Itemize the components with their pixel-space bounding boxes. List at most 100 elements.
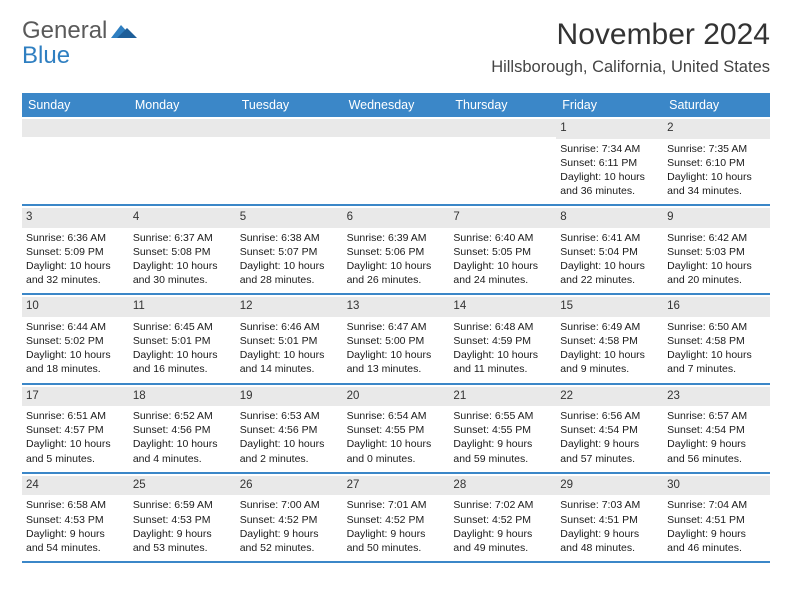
day-cell: 19Sunrise: 6:53 AMSunset: 4:56 PMDayligh… — [236, 385, 343, 472]
sunset-text: Sunset: 4:58 PM — [560, 334, 659, 348]
week-row: 3Sunrise: 6:36 AMSunset: 5:09 PMDaylight… — [22, 206, 770, 295]
daylight1-text: Daylight: 10 hours — [667, 259, 766, 273]
day-cell: 14Sunrise: 6:48 AMSunset: 4:59 PMDayligh… — [449, 295, 556, 382]
daylight1-text: Daylight: 10 hours — [667, 170, 766, 184]
day-number: 6 — [343, 208, 450, 228]
day-cell: 1Sunrise: 7:34 AMSunset: 6:11 PMDaylight… — [556, 117, 663, 204]
daylight2-text: and 4 minutes. — [133, 452, 232, 466]
day-cell: 9Sunrise: 6:42 AMSunset: 5:03 PMDaylight… — [663, 206, 770, 293]
daylight2-text: and 0 minutes. — [347, 452, 446, 466]
sunrise-text: Sunrise: 6:55 AM — [453, 409, 552, 423]
sunset-text: Sunset: 5:07 PM — [240, 245, 339, 259]
sunrise-text: Sunrise: 7:02 AM — [453, 498, 552, 512]
daylight1-text: Daylight: 10 hours — [133, 348, 232, 362]
day-cell — [22, 117, 129, 204]
sunset-text: Sunset: 4:55 PM — [347, 423, 446, 437]
day-cell: 20Sunrise: 6:54 AMSunset: 4:55 PMDayligh… — [343, 385, 450, 472]
daylight2-text: and 14 minutes. — [240, 362, 339, 376]
sunset-text: Sunset: 5:01 PM — [133, 334, 232, 348]
day-cell: 12Sunrise: 6:46 AMSunset: 5:01 PMDayligh… — [236, 295, 343, 382]
daylight1-text: Daylight: 9 hours — [26, 527, 125, 541]
day-cell: 16Sunrise: 6:50 AMSunset: 4:58 PMDayligh… — [663, 295, 770, 382]
sunrise-text: Sunrise: 6:42 AM — [667, 231, 766, 245]
daylight2-text: and 48 minutes. — [560, 541, 659, 555]
sunrise-text: Sunrise: 6:57 AM — [667, 409, 766, 423]
day-number — [449, 119, 556, 137]
daylight2-text: and 5 minutes. — [26, 452, 125, 466]
day-cell: 24Sunrise: 6:58 AMSunset: 4:53 PMDayligh… — [22, 474, 129, 561]
day-number: 15 — [556, 297, 663, 317]
day-cell — [129, 117, 236, 204]
day-number: 22 — [556, 387, 663, 407]
daylight2-text: and 34 minutes. — [667, 184, 766, 198]
daylight2-text: and 32 minutes. — [26, 273, 125, 287]
daylight2-text: and 56 minutes. — [667, 452, 766, 466]
sunrise-text: Sunrise: 6:59 AM — [133, 498, 232, 512]
day-cell: 5Sunrise: 6:38 AMSunset: 5:07 PMDaylight… — [236, 206, 343, 293]
dow-monday: Monday — [129, 93, 236, 117]
sunset-text: Sunset: 5:08 PM — [133, 245, 232, 259]
week-row: 10Sunrise: 6:44 AMSunset: 5:02 PMDayligh… — [22, 295, 770, 384]
day-number: 23 — [663, 387, 770, 407]
day-number: 3 — [22, 208, 129, 228]
daylight2-text: and 49 minutes. — [453, 541, 552, 555]
sunrise-text: Sunrise: 6:37 AM — [133, 231, 232, 245]
daylight2-text: and 22 minutes. — [560, 273, 659, 287]
sunrise-text: Sunrise: 7:01 AM — [347, 498, 446, 512]
location: Hillsborough, California, United States — [491, 58, 770, 77]
daylight2-text: and 11 minutes. — [453, 362, 552, 376]
daylight1-text: Daylight: 10 hours — [240, 348, 339, 362]
sunset-text: Sunset: 6:11 PM — [560, 156, 659, 170]
sunset-text: Sunset: 4:59 PM — [453, 334, 552, 348]
daylight1-text: Daylight: 10 hours — [347, 348, 446, 362]
daylight2-text: and 20 minutes. — [667, 273, 766, 287]
day-number: 27 — [343, 476, 450, 496]
day-number: 8 — [556, 208, 663, 228]
logo: General Blue — [22, 18, 137, 68]
day-cell: 17Sunrise: 6:51 AMSunset: 4:57 PMDayligh… — [22, 385, 129, 472]
day-number: 14 — [449, 297, 556, 317]
daylight1-text: Daylight: 9 hours — [133, 527, 232, 541]
day-cell: 21Sunrise: 6:55 AMSunset: 4:55 PMDayligh… — [449, 385, 556, 472]
day-number: 18 — [129, 387, 236, 407]
daylight2-text: and 54 minutes. — [26, 541, 125, 555]
sunset-text: Sunset: 6:10 PM — [667, 156, 766, 170]
day-cell: 6Sunrise: 6:39 AMSunset: 5:06 PMDaylight… — [343, 206, 450, 293]
sunset-text: Sunset: 4:54 PM — [560, 423, 659, 437]
day-cell: 27Sunrise: 7:01 AMSunset: 4:52 PMDayligh… — [343, 474, 450, 561]
day-number: 2 — [663, 119, 770, 139]
day-cell — [343, 117, 450, 204]
day-number: 12 — [236, 297, 343, 317]
daylight1-text: Daylight: 10 hours — [240, 437, 339, 451]
daylight1-text: Daylight: 10 hours — [560, 259, 659, 273]
daylight1-text: Daylight: 10 hours — [133, 437, 232, 451]
daylight2-text: and 53 minutes. — [133, 541, 232, 555]
sunrise-text: Sunrise: 6:44 AM — [26, 320, 125, 334]
day-number: 25 — [129, 476, 236, 496]
logo-line1: General — [22, 17, 107, 44]
daylight1-text: Daylight: 9 hours — [667, 437, 766, 451]
sunset-text: Sunset: 4:55 PM — [453, 423, 552, 437]
sunrise-text: Sunrise: 6:38 AM — [240, 231, 339, 245]
day-cell: 26Sunrise: 7:00 AMSunset: 4:52 PMDayligh… — [236, 474, 343, 561]
sunrise-text: Sunrise: 6:47 AM — [347, 320, 446, 334]
dow-friday: Friday — [556, 93, 663, 117]
sunrise-text: Sunrise: 6:58 AM — [26, 498, 125, 512]
daylight1-text: Daylight: 10 hours — [347, 437, 446, 451]
day-cell: 23Sunrise: 6:57 AMSunset: 4:54 PMDayligh… — [663, 385, 770, 472]
day-cell: 4Sunrise: 6:37 AMSunset: 5:08 PMDaylight… — [129, 206, 236, 293]
day-number — [129, 119, 236, 137]
logo-triangle-icon — [111, 18, 137, 43]
day-cell — [236, 117, 343, 204]
daylight2-text: and 36 minutes. — [560, 184, 659, 198]
daylight1-text: Daylight: 10 hours — [667, 348, 766, 362]
daylight1-text: Daylight: 10 hours — [453, 348, 552, 362]
sunrise-text: Sunrise: 6:51 AM — [26, 409, 125, 423]
daylight2-text: and 24 minutes. — [453, 273, 552, 287]
week-row: 17Sunrise: 6:51 AMSunset: 4:57 PMDayligh… — [22, 385, 770, 474]
sunrise-text: Sunrise: 6:40 AM — [453, 231, 552, 245]
daylight2-text: and 50 minutes. — [347, 541, 446, 555]
daylight1-text: Daylight: 9 hours — [667, 527, 766, 541]
day-cell: 13Sunrise: 6:47 AMSunset: 5:00 PMDayligh… — [343, 295, 450, 382]
day-number: 11 — [129, 297, 236, 317]
